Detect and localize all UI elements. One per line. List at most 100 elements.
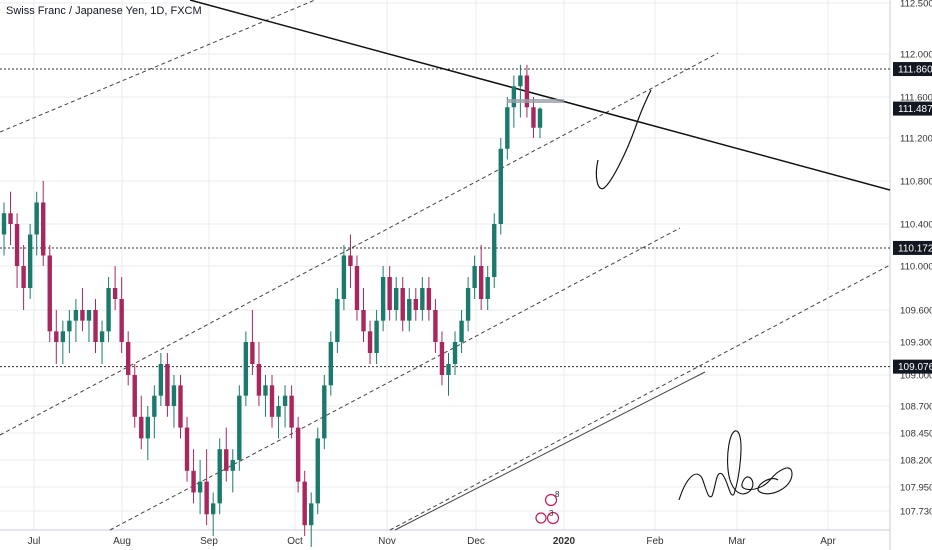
chart-title: Swiss Franc / Japanese Yen, 1D, FXCM: [6, 5, 202, 17]
channel-lower-line: [109, 227, 681, 531]
candle-body-42: [276, 406, 281, 417]
candle-body-60: [393, 288, 399, 310]
candle-body-72: [472, 266, 477, 288]
y-tick-label-5: 110.400: [900, 220, 932, 231]
candle-body-48: [315, 438, 320, 504]
candle-body-58: [380, 277, 386, 321]
candle-body-41: [269, 385, 275, 417]
candle-body-73: [478, 266, 484, 299]
candle-body-65: [426, 288, 432, 310]
price-tag-bg-1: [893, 101, 932, 116]
candle-body-28: [184, 427, 190, 471]
candle-body-43: [282, 395, 288, 406]
candle-body-53: [348, 255, 353, 266]
candle-body-32: [210, 503, 216, 515]
y-tick-label-1: 112.000: [900, 50, 932, 61]
candle-body-44: [289, 395, 294, 428]
price-tag-label-2: 110.172: [898, 243, 932, 254]
y-tick-label-8: 109.300: [900, 338, 932, 349]
price-tag-label-3: 109.076: [898, 362, 932, 373]
candle-body-39: [256, 364, 262, 396]
candle-body-78: [511, 86, 517, 108]
candle-body-82: [537, 108, 543, 128]
event-marker-1-count: 8: [555, 490, 560, 499]
candle-body-70: [459, 320, 464, 342]
candle-body-5: [34, 202, 39, 235]
candle-body-31: [204, 481, 209, 515]
channel-upper-line: [0, 0, 316, 133]
candle-body-64: [420, 288, 425, 310]
candle-body-63: [413, 299, 419, 310]
x-tick-label-1: Aug: [113, 536, 131, 547]
x-tick-label-8: Mar: [728, 536, 746, 547]
candle-body-56: [367, 331, 373, 353]
x-tick-label-5: Dec: [467, 536, 485, 547]
candle-body-51: [335, 299, 340, 342]
event-marker-3-count: 3: [549, 509, 554, 518]
candle-body-19: [125, 342, 131, 375]
candle-body-29: [191, 470, 196, 493]
candle-body-27: [178, 385, 183, 428]
price-tag-bg-0: [893, 62, 932, 77]
range-box: [507, 99, 564, 103]
candle-body-10: [67, 320, 72, 332]
y-tick-label-6: 110.000: [900, 262, 932, 273]
candle-body-0: [1, 213, 7, 235]
candle-body-22: [145, 416, 151, 439]
candle-body-50: [328, 342, 334, 386]
channel-bottom-line: [389, 264, 891, 531]
candle-body-46: [302, 481, 307, 526]
candle-body-13: [86, 310, 92, 321]
candle-body-2: [14, 224, 20, 266]
y-tick-label-12: 108.200: [900, 456, 932, 467]
y-tick-label-10: 108.700: [900, 402, 932, 413]
candle-body-20: [132, 375, 137, 417]
candle-body-6: [41, 202, 46, 256]
candle-body-37: [243, 342, 249, 396]
handdrawn-arrow: [595, 89, 652, 190]
candle-body-23: [152, 395, 157, 417]
y-tick-label-13: 107.950: [900, 483, 932, 494]
y-tick-label-7: 109.600: [900, 306, 932, 317]
candle-body-61: [400, 288, 405, 321]
x-tick-label-0: Jul: [28, 536, 41, 547]
x-tick-label-9: Apr: [820, 536, 836, 547]
candle-body-14: [93, 310, 98, 342]
channel-middle-line: [0, 52, 719, 436]
candle-body-66: [433, 310, 438, 342]
candle-body-55: [361, 310, 366, 332]
x-tick-label-2: Sep: [200, 536, 218, 547]
candle-body-77: [505, 107, 510, 149]
resistance-trendline: [189, 0, 891, 191]
candle-body-62: [407, 299, 412, 321]
candle-body-35: [230, 460, 235, 471]
candle-body-9: [60, 331, 66, 342]
signature-scribble: [678, 430, 793, 501]
support-line: [394, 371, 706, 531]
x-tick-label-6: 2020: [553, 536, 576, 547]
y-tick-label-4: 110.800: [900, 177, 932, 188]
y-tick-label-3: 111.200: [900, 134, 932, 145]
candle-body-30: [197, 481, 203, 493]
candle-body-74: [485, 277, 490, 299]
candle-body-36: [237, 395, 242, 460]
candle-body-67: [439, 342, 445, 375]
candle-body-45: [295, 427, 301, 482]
y-tick-label-14: 107.730: [900, 507, 932, 518]
candle-body-18: [119, 299, 124, 342]
candle-body-8: [54, 331, 59, 342]
x-tick-label-3: Oct: [287, 536, 303, 547]
candle-body-79: [518, 75, 523, 87]
candle-body-12: [80, 310, 85, 321]
candle-body-3: [21, 266, 26, 288]
candle-body-69: [452, 342, 458, 364]
candle-body-4: [27, 234, 33, 288]
price-tag-label-1: 111.487: [898, 104, 932, 115]
y-tick-label-0: 112.500: [900, 0, 932, 10]
candle-body-76: [498, 148, 503, 224]
candle-body-71: [465, 288, 471, 321]
candle-body-7: [47, 255, 52, 332]
event-marker-2: [535, 512, 547, 524]
candle-body-59: [387, 277, 392, 310]
